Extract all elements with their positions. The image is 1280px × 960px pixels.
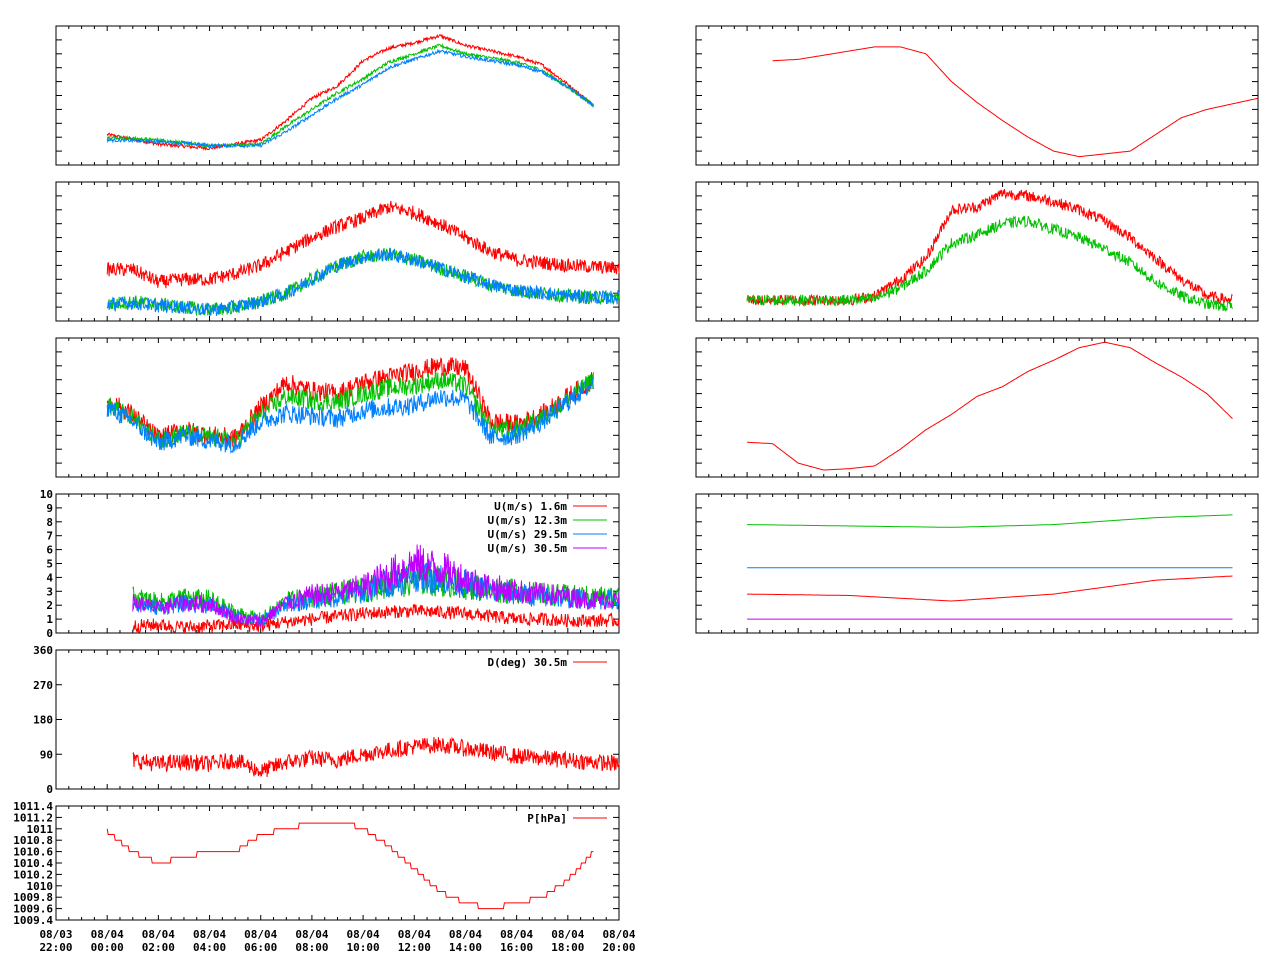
x-tick-label-date: 08/04 (193, 928, 226, 941)
panel-right-4 (695, 493, 1259, 634)
y-tick-label: 8 (46, 516, 53, 529)
x-tick-label-time: 14:00 (449, 941, 482, 954)
y-tick-label: 1011 (27, 823, 54, 836)
panel-left-5: 0 90 180 270 360 D(deg) 30.5m (33, 644, 620, 796)
y-tick-label: 90 (40, 748, 53, 761)
plot-frame (695, 25, 1259, 166)
y-tick-label: 10 (40, 488, 53, 501)
series-line (746, 215, 1233, 312)
legend-label: D(deg) 30.5m (488, 656, 568, 669)
x-tick-label-date: 08/04 (602, 928, 635, 941)
x-tick-label-date: 08/04 (551, 928, 584, 941)
series-line (132, 544, 620, 629)
y-tick-label: 2 (46, 599, 53, 612)
x-tick-label-date: 08/03 (39, 928, 72, 941)
y-tick-label: 1010 (27, 880, 54, 893)
y-tick-label: 5 (46, 558, 53, 571)
x-tick-label-date: 08/04 (91, 928, 124, 941)
panel-right-1 (695, 25, 1259, 166)
legend-label: P[hPa] (527, 812, 567, 825)
series-line (106, 247, 620, 317)
panel-right-3 (695, 337, 1259, 478)
series-line (746, 189, 1233, 306)
x-tick-label-time: 22:00 (39, 941, 72, 954)
panel-left-1 (55, 25, 620, 166)
y-tick-label: 3 (46, 585, 53, 598)
y-tick-label: 1010.6 (13, 846, 53, 859)
plot-frame (695, 337, 1259, 478)
plot-frame (55, 25, 620, 166)
plot-frame (55, 337, 620, 478)
y-tick-label: 180 (33, 714, 53, 727)
y-tick-label: 1011.4 (13, 800, 53, 813)
legend-label: U(m/s) 30.5m (488, 542, 568, 555)
y-tick-label: 1 (46, 613, 53, 626)
x-tick-label-time: 04:00 (193, 941, 226, 954)
y-tick-label: 1009.8 (13, 891, 53, 904)
x-tick-label-date: 08/04 (295, 928, 328, 941)
panel-left-6: 1009.41009.61009.810101010.21010.41010.6… (13, 800, 620, 927)
plot-frame (695, 493, 1259, 634)
x-tick-label-time: 16:00 (500, 941, 533, 954)
x-tick-label-date: 08/04 (500, 928, 533, 941)
series-line (106, 48, 594, 149)
x-tick-label-date: 08/04 (347, 928, 380, 941)
panel-left-2 (55, 181, 620, 322)
y-tick-label: 0 (46, 783, 53, 796)
y-tick-label: 7 (46, 530, 53, 543)
x-tick-label-time: 02:00 (142, 941, 175, 954)
series-line (772, 46, 1259, 158)
series-line (132, 604, 620, 634)
x-tick-label-time: 06:00 (244, 941, 277, 954)
series-line (106, 33, 594, 151)
y-tick-label: 1010.4 (13, 857, 53, 870)
y-tick-label: 1010.2 (13, 868, 53, 881)
panel-left-3 (55, 337, 620, 478)
series-line (106, 822, 594, 910)
x-tick-label-time: 08:00 (295, 941, 328, 954)
y-tick-label: 270 (33, 679, 53, 692)
panel-right-2 (695, 181, 1259, 322)
x-tick-label-time: 10:00 (347, 941, 380, 954)
x-tick-label-time: 00:00 (91, 941, 124, 954)
y-tick-label: 1011.2 (13, 811, 53, 824)
legend-label: U(m/s) 12.3m (488, 514, 568, 527)
y-tick-label: 4 (46, 571, 53, 584)
series-line (747, 514, 1233, 528)
y-tick-label: 360 (33, 644, 53, 657)
series-line (747, 575, 1233, 602)
y-tick-label: 1009.4 (13, 914, 53, 927)
y-tick-label: 9 (46, 502, 53, 515)
x-tick-label-time: 20:00 (602, 941, 635, 954)
series-line (106, 42, 594, 149)
y-tick-label: 1010.8 (13, 834, 53, 847)
x-tick-label-date: 08/04 (449, 928, 482, 941)
legend-label: U(m/s) 1.6m (494, 500, 567, 513)
x-tick-label-date: 08/04 (142, 928, 175, 941)
y-tick-label: 0 (46, 627, 53, 640)
series-line (106, 378, 594, 454)
x-tick-label-time: 12:00 (398, 941, 431, 954)
series-line (132, 736, 620, 778)
y-tick-label: 1009.6 (13, 903, 53, 916)
x-tick-label-date: 08/04 (244, 928, 277, 941)
series-line (747, 341, 1233, 471)
series-line (106, 200, 620, 289)
y-tick-label: 6 (46, 544, 53, 557)
series-line (106, 247, 620, 316)
legend-label: U(m/s) 29.5m (488, 528, 568, 541)
x-tick-label-date: 08/04 (398, 928, 431, 941)
x-tick-label-time: 18:00 (551, 941, 584, 954)
